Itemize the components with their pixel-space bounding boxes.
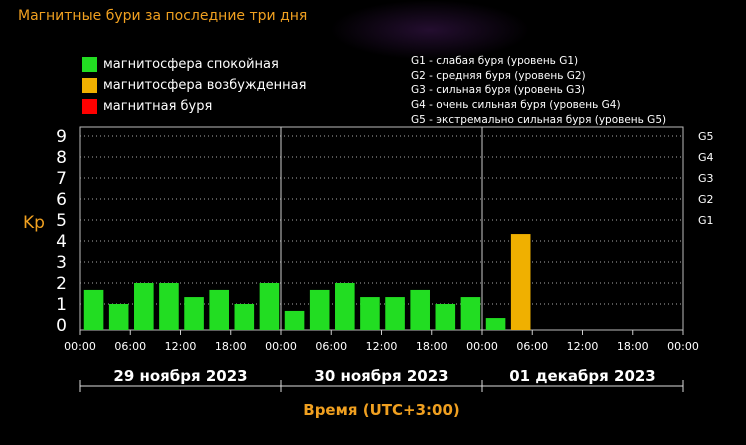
kp-bar xyxy=(83,289,104,330)
g-level-label: G1 xyxy=(698,214,714,227)
y-tick-label: 6 xyxy=(56,190,67,210)
kp-bar xyxy=(134,283,154,330)
legend: магнитосфера спокойная магнитосфера возб… xyxy=(82,54,306,117)
g-legend-item: G1 - слабая буря (уровень G1) xyxy=(411,55,579,67)
g-legend-item: G3 - сильная буря (уровень G3) xyxy=(411,84,586,97)
kp-bar xyxy=(410,289,430,330)
y-tick-label: 7 xyxy=(56,169,67,189)
kp-bar xyxy=(485,318,506,330)
kp-bar xyxy=(385,297,405,330)
x-tick-label: 06:00 xyxy=(114,340,146,353)
g-level-label: G2 xyxy=(698,193,714,206)
x-tick-label: 00:00 xyxy=(667,340,699,353)
y-tick-label: 3 xyxy=(56,253,67,273)
y-tick-label: 0 xyxy=(56,316,67,336)
x-tick-label: 18:00 xyxy=(215,340,247,353)
y-axis-label: Kp xyxy=(23,213,45,233)
kp-bar xyxy=(184,297,204,330)
x-axis-label: Время (UTC+3:00) xyxy=(303,401,459,419)
legend-item-calm: магнитосфера спокойная xyxy=(82,54,306,75)
day-label: 30 ноября 2023 xyxy=(314,367,448,385)
x-tick-label: 06:00 xyxy=(516,340,548,353)
y-tick-label: 9 xyxy=(56,127,67,147)
x-tick-label: 12:00 xyxy=(165,340,197,353)
kp-bar xyxy=(284,310,305,330)
g-legend-item: G2 - средняя буря (уровень G2) xyxy=(411,69,586,82)
background-glow xyxy=(330,0,530,60)
legend-swatch-storm xyxy=(82,99,97,114)
legend-label-storm: магнитная буря xyxy=(103,99,213,114)
kp-bar xyxy=(159,283,179,330)
kp-bar xyxy=(108,304,129,330)
x-tick-label: 18:00 xyxy=(416,340,448,353)
page-title: Магнитные бури за последние три дня xyxy=(18,8,308,24)
kp-bar xyxy=(335,283,355,330)
x-tick-label: 18:00 xyxy=(617,340,649,353)
y-tick-label: 1 xyxy=(56,295,67,315)
y-tick-label: 8 xyxy=(56,148,67,168)
x-tick-label: 00:00 xyxy=(265,340,297,353)
legend-item-excited: магнитосфера возбужденная xyxy=(82,75,306,96)
g-scale-legend: G1 - слабая буря (уровень G1) G2 - средн… xyxy=(411,54,666,128)
g-level-label: G5 xyxy=(698,130,714,143)
legend-label-excited: магнитосфера возбужденная xyxy=(103,78,307,93)
g-level-label: G4 xyxy=(698,151,714,164)
day-label: 29 ноября 2023 xyxy=(113,367,247,385)
g-legend-item: G4 - очень сильная буря (уровень G4) xyxy=(411,99,621,112)
kp-bar xyxy=(435,304,456,330)
legend-label-calm: магнитосфера спокойная xyxy=(103,57,279,72)
y-tick-label: 5 xyxy=(56,211,67,231)
x-tick-label: 06:00 xyxy=(315,340,347,353)
x-tick-label: 12:00 xyxy=(366,340,398,353)
legend-swatch-calm xyxy=(82,57,97,72)
g-legend-item: G5 - экстремально сильная буря (уровень … xyxy=(411,113,667,126)
legend-swatch-excited xyxy=(82,78,97,93)
y-tick-label: 4 xyxy=(56,232,67,252)
kp-bar xyxy=(209,289,229,330)
kp-bar xyxy=(360,297,380,330)
kp-bar xyxy=(309,289,330,330)
g-level-label: G3 xyxy=(698,172,714,185)
x-tick-label: 00:00 xyxy=(466,340,498,353)
kp-bar xyxy=(460,297,481,330)
x-tick-label: 12:00 xyxy=(567,340,599,353)
x-tick-label: 00:00 xyxy=(64,340,96,353)
kp-bar xyxy=(510,234,531,330)
legend-item-storm: магнитная буря xyxy=(82,96,306,117)
kp-bar xyxy=(234,304,255,330)
kp-bar xyxy=(259,283,280,330)
day-label: 01 декабря 2023 xyxy=(509,367,656,385)
y-tick-label: 2 xyxy=(56,274,67,294)
